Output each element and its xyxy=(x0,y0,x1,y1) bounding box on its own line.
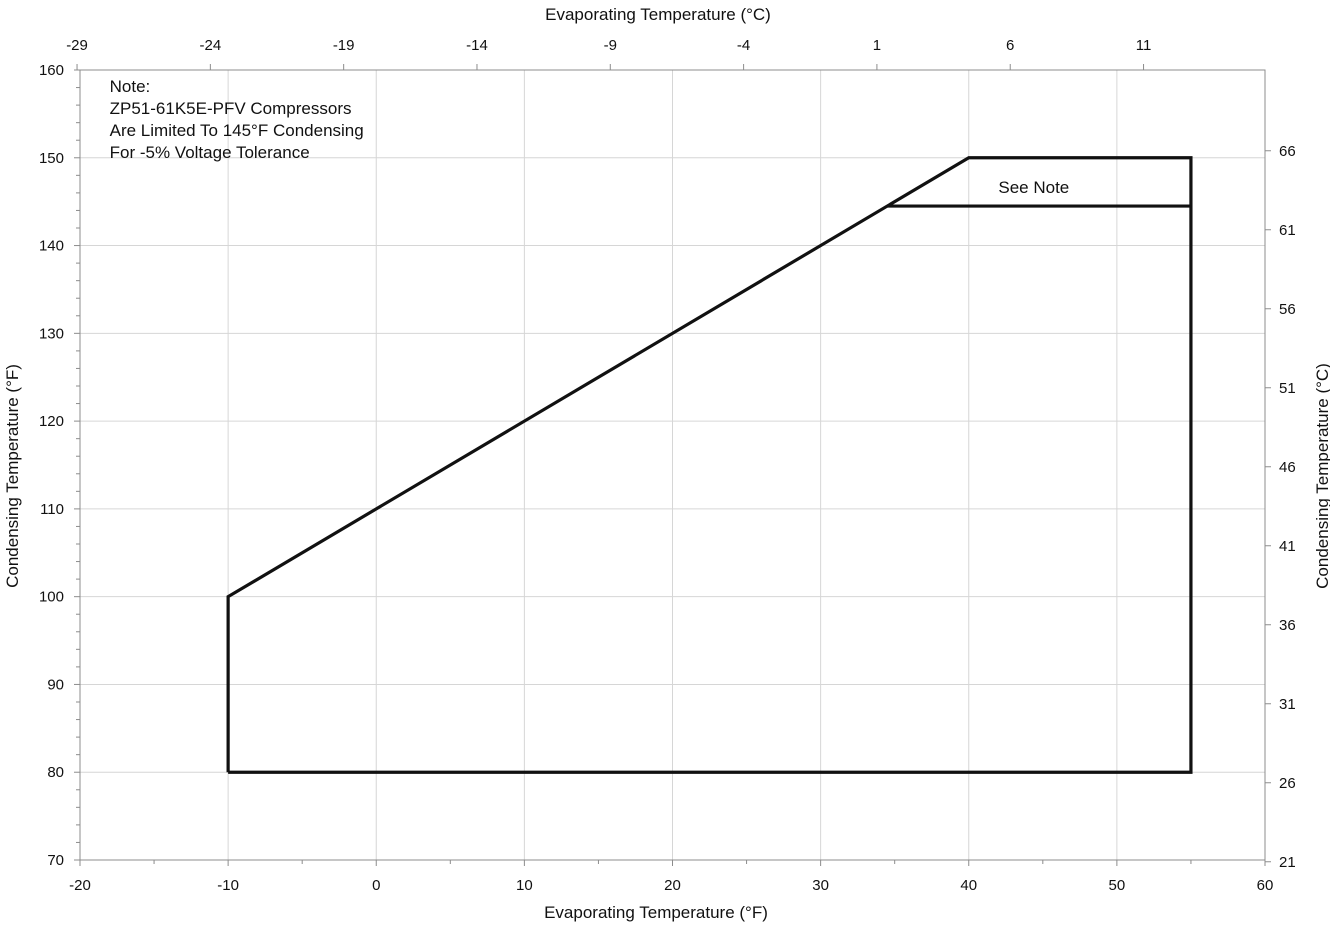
y-left-tick-label: 70 xyxy=(47,852,64,869)
x-top-tick-label: 6 xyxy=(1006,37,1014,54)
y-left-tick-label: 90 xyxy=(47,676,64,693)
x-axis-bottom-title: Evaporating Temperature (°F) xyxy=(544,903,768,922)
y-left-tick-label: 150 xyxy=(39,150,64,167)
y-right-tick-label: 46 xyxy=(1279,459,1296,476)
note-line: Are Limited To 145°F Condensing xyxy=(110,121,364,140)
x-bottom-tick-label: 60 xyxy=(1257,877,1274,894)
y-left-tick-label: 130 xyxy=(39,325,64,342)
y-right-tick-label: 31 xyxy=(1279,696,1296,713)
x-top-tick-label: -4 xyxy=(737,37,750,54)
x-top-tick-label: -29 xyxy=(66,37,88,54)
y-right-tick-label: 21 xyxy=(1279,854,1296,871)
tick-labels-layer: -20 -10 0 10 20 30 40 50 60 70 80 90 100 110 120 130 140… xyxy=(39,37,1296,894)
x-bottom-tick-label: 10 xyxy=(516,877,533,894)
operating-envelope-line xyxy=(226,156,1193,774)
note-line: For -5% Voltage Tolerance xyxy=(110,143,310,162)
x-bottom-tick-label: 20 xyxy=(664,877,681,894)
x-bottom-tick-label: 30 xyxy=(812,877,829,894)
x-top-tick-label: -24 xyxy=(200,37,222,54)
note-line: ZP51-61K5E-PFV Compressors xyxy=(110,99,352,118)
y-left-tick-label: 120 xyxy=(39,413,64,430)
note-annotation: Note: ZP51-61K5E-PFV Compressors Are Limit… xyxy=(110,77,364,162)
y-axis-left-title: Condensing Temperature (°F) xyxy=(3,364,22,588)
y-right-tick-label: 26 xyxy=(1279,775,1296,792)
x-bottom-tick-label: -20 xyxy=(69,877,91,894)
x-top-tick-label: -14 xyxy=(466,37,488,54)
y-right-tick-label: 51 xyxy=(1279,380,1296,397)
grid-layer xyxy=(79,69,1266,861)
y-right-tick-label: 56 xyxy=(1279,301,1296,318)
y-left-tick-label: 140 xyxy=(39,238,64,255)
y-left-tick-label: 80 xyxy=(47,764,64,781)
x-bottom-tick-label: 40 xyxy=(960,877,977,894)
y-left-tick-label: 160 xyxy=(39,62,64,79)
y-left-tick-label: 100 xyxy=(39,589,64,606)
y-left-tick-label: 110 xyxy=(40,501,64,518)
y-right-tick-label: 36 xyxy=(1279,617,1296,634)
y-right-tick-label: 61 xyxy=(1279,222,1296,239)
x-bottom-tick-label: 0 xyxy=(372,877,380,894)
x-top-tick-label: 11 xyxy=(1136,37,1152,54)
see-note-annotation: See Note xyxy=(998,178,1069,197)
x-bottom-tick-label: -10 xyxy=(217,877,239,894)
x-top-tick-label: -19 xyxy=(333,37,355,54)
y-axis-right-title: Condensing Temperature (°C) xyxy=(1313,363,1330,589)
x-bottom-tick-label: 50 xyxy=(1109,877,1126,894)
y-right-tick-label: 41 xyxy=(1279,538,1296,555)
x-top-tick-label: -9 xyxy=(604,37,617,54)
x-axis-top-title: Evaporating Temperature (°C) xyxy=(545,5,771,24)
x-top-tick-label: 1 xyxy=(873,37,881,54)
y-right-tick-label: 66 xyxy=(1279,143,1296,160)
annotation-layer: Note: ZP51-61K5E-PFV Compressors Are Limit… xyxy=(110,77,1070,197)
series-layer xyxy=(226,156,1193,774)
ticks-layer xyxy=(74,64,1271,866)
note-line: Note: xyxy=(110,77,151,96)
